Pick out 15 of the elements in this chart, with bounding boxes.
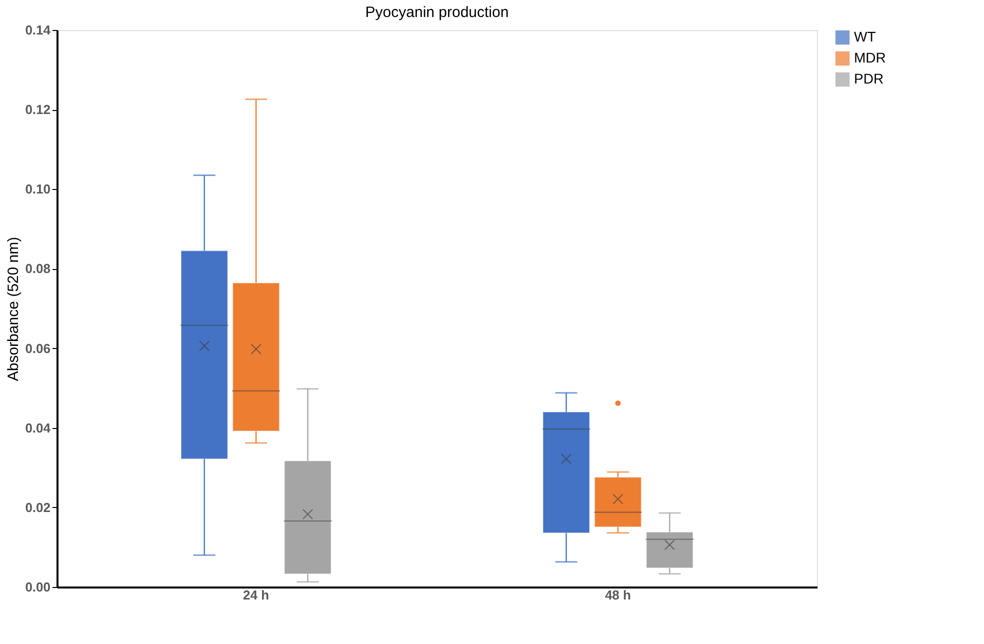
y-tick-label: 0.04 [25,420,52,436]
x-tick-label: 48 h [604,588,632,602]
y-axis-title: Absorbance (520 nm) [5,236,22,382]
chart-title: Pyocyanin production [365,4,509,21]
y-tick-label: 0.02 [25,500,50,515]
y-tick-label: 0.06 [25,340,50,356]
y-tick-label: 0.14 [25,22,52,38]
legend-label: WT [854,28,876,44]
y-tick-label: 0.00 [25,580,50,594]
y-tick-label: 0.08 [25,261,50,276]
y-tick-label: 0.10 [25,182,50,197]
legend-label: PDR [854,70,884,86]
legend-label: MDR [854,50,886,66]
y-tick-label: 0.12 [25,102,50,118]
x-tick-label: 24 h [243,588,270,602]
